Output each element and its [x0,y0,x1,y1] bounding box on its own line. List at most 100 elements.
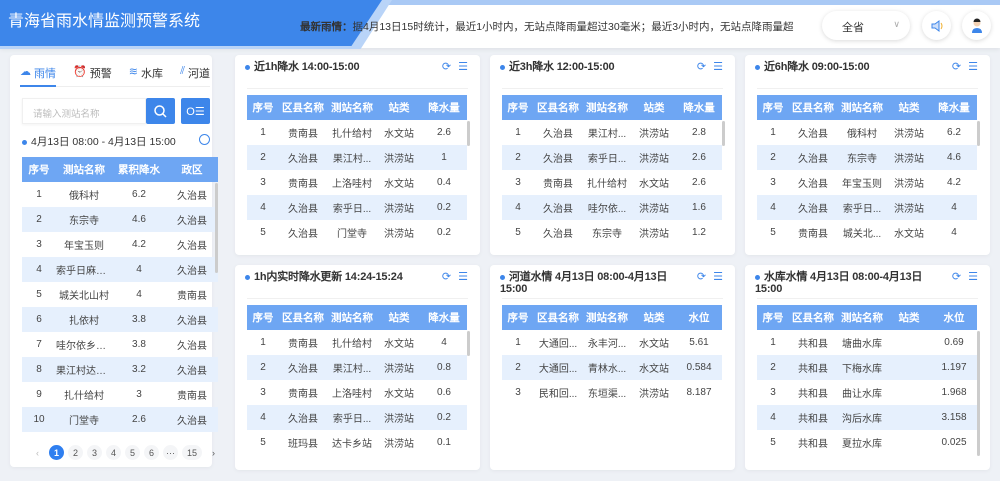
menu-icon[interactable]: ☰ [713,61,723,73]
tab-alarm[interactable]: ⏰ 预警 [73,63,112,87]
table-row[interactable]: 3 民和回... 东垣渠... 洪涝站 8.187 [502,380,722,405]
column-header[interactable]: 水位 [676,305,722,330]
table-row[interactable]: 5 共和县 夏拉水库 0.025 [757,430,977,455]
table-row[interactable]: 5 城关北山村 4 贵南县 [22,282,218,307]
table-row[interactable]: 5 久治县 东宗寺 洪涝站 1.2 [502,220,722,245]
filter-button[interactable]: O☰ [181,98,210,124]
table-row[interactable]: 4 久治县 索乎日... 洪涝站 0.2 [247,195,467,220]
column-header[interactable]: 政区 [166,157,218,182]
table-row[interactable]: 3 贵南县 上洛哇村 水文站 0.6 [247,380,467,405]
table-row[interactable]: 4 共和县 沟后水库 3.158 [757,405,977,430]
table-row[interactable]: 3 贵南县 扎什给村 水文站 2.6 [502,170,722,195]
refresh-icon[interactable]: ⟳ [951,61,962,73]
column-header[interactable]: 序号 [502,305,534,330]
column-header[interactable]: 区县名称 [534,95,582,120]
table-row[interactable]: 1 久治县 俄科村 洪涝站 6.2 [757,120,977,145]
column-header[interactable]: 测站名称 [327,305,377,330]
column-header[interactable]: 区县名称 [534,305,582,330]
refresh-icon[interactable]: ⟳ [951,271,962,283]
column-header[interactable]: 累积降水 [112,157,166,182]
table-row[interactable]: 2 共和县 下梅水库 1.197 [757,355,977,380]
table-row[interactable]: 1 贵南县 扎什给村 水文站 2.6 [247,120,467,145]
table-row[interactable]: 7 哇尔依乡政府 3.8 久治县 [22,332,218,357]
column-header[interactable]: 序号 [247,305,279,330]
page-button[interactable]: 15 [182,445,202,460]
menu-icon[interactable]: ☰ [458,271,468,283]
prev-page-icon[interactable]: ‹ [36,447,39,458]
column-header[interactable]: 测站名称 [582,95,632,120]
table-row[interactable]: 4 久治县 索乎日... 洪涝站 4 [757,195,977,220]
column-header[interactable]: 水位 [931,305,977,330]
column-header[interactable]: 降水量 [931,95,977,120]
table-row[interactable]: 3 共和县 曲让水库 1.968 [757,380,977,405]
column-header[interactable]: 区县名称 [789,95,837,120]
search-button[interactable] [146,98,175,124]
table-row[interactable]: 5 贵南县 城关北... 水文站 4 [757,220,977,245]
table-scrollbar[interactable] [722,121,725,146]
table-row[interactable]: 2 久治县 果江村... 洪涝站 1 [247,145,467,170]
table-row[interactable]: 2 大通回... 青林水... 水文站 0.584 [502,355,722,380]
refresh-icon[interactable]: ⟳ [441,271,452,283]
table-scrollbar[interactable] [977,331,980,456]
page-button[interactable]: 6 [144,445,159,460]
column-header[interactable]: 站类 [632,95,676,120]
table-row[interactable]: 3 贵南县 上洛哇村 水文站 0.4 [247,170,467,195]
table-row[interactable]: 1 久治县 果江村... 洪涝站 2.8 [502,120,722,145]
page-button[interactable]: 4 [106,445,121,460]
column-header[interactable]: 降水量 [421,305,467,330]
column-header[interactable]: 测站名称 [837,95,887,120]
column-header[interactable]: 测站名称 [327,95,377,120]
refresh-icon[interactable]: ⟳ [696,271,707,283]
tab-river[interactable]: ⫽ 河道 [180,63,210,87]
tab-cloud-rain[interactable]: ☁ 雨情 [20,63,56,87]
table-row[interactable]: 5 班玛县 达卡乡站 洪涝站 0.1 [247,430,467,455]
column-header[interactable]: 站类 [887,305,931,330]
column-header[interactable]: 区县名称 [279,305,327,330]
table-row[interactable]: 2 久治县 索乎日... 洪涝站 2.6 [502,145,722,170]
column-header[interactable]: 降水量 [676,95,722,120]
page-button[interactable]: 5 [125,445,140,460]
refresh-icon[interactable]: ⟳ [696,61,707,73]
column-header[interactable]: 站类 [632,305,676,330]
column-header[interactable]: 序号 [22,157,56,182]
column-header[interactable]: 区县名称 [279,95,327,120]
table-row[interactable]: 1 共和县 塘曲水库 0.69 [757,330,977,355]
menu-icon[interactable]: ☰ [968,271,978,283]
table-row[interactable]: 9 扎什给村 3 贵南县 [22,382,218,407]
sound-button[interactable] [922,11,951,40]
column-header[interactable]: 测站名称 [837,305,887,330]
page-button[interactable]: 1 [49,445,64,460]
table-scrollbar[interactable] [467,121,470,146]
table-scrollbar[interactable] [215,183,218,273]
column-header[interactable]: 序号 [757,95,789,120]
tab-reservoir[interactable]: ≋ 水库 [129,63,163,87]
next-page-icon[interactable]: › [212,447,215,458]
column-header[interactable]: 降水量 [421,95,467,120]
menu-icon[interactable]: ☰ [458,61,468,73]
table-row[interactable]: 5 久治县 门堂寺 洪涝站 0.2 [247,220,467,245]
table-row[interactable]: 1 贵南县 扎什给村 水文站 4 [247,330,467,355]
table-row[interactable]: 3 久治县 年宝玉则 洪涝站 4.2 [757,170,977,195]
user-avatar[interactable] [962,11,991,40]
table-row[interactable]: 10 门堂寺 2.6 久治县 [22,407,218,432]
table-row[interactable]: 8 果江村达龙寺 3.2 久治县 [22,357,218,382]
table-row[interactable]: 4 索乎日麻乡... 4 久治县 [22,257,218,282]
table-row[interactable]: 4 久治县 哇尔依... 洪涝站 1.6 [502,195,722,220]
table-row[interactable]: 2 久治县 果江村... 洪涝站 0.8 [247,355,467,380]
menu-icon[interactable]: ☰ [713,271,723,283]
table-scrollbar[interactable] [467,331,470,356]
menu-icon[interactable]: ☰ [968,61,978,73]
column-header[interactable]: 区县名称 [789,305,837,330]
column-header[interactable]: 序号 [247,95,279,120]
column-header[interactable]: 站类 [377,95,421,120]
page-button[interactable]: 2 [68,445,83,460]
column-header[interactable]: 序号 [757,305,789,330]
table-scrollbar[interactable] [977,121,980,146]
clock-icon[interactable] [199,134,210,145]
page-button[interactable]: 3 [87,445,102,460]
refresh-icon[interactable]: ⟳ [441,61,452,73]
table-row[interactable]: 1 大通回... 永丰河... 水文站 5.61 [502,330,722,355]
table-row[interactable]: 1 俄科村 6.2 久治县 [22,182,218,207]
table-row[interactable]: 4 久治县 索乎日... 洪涝站 0.2 [247,405,467,430]
table-row[interactable]: 2 东宗寺 4.6 久治县 [22,207,218,232]
